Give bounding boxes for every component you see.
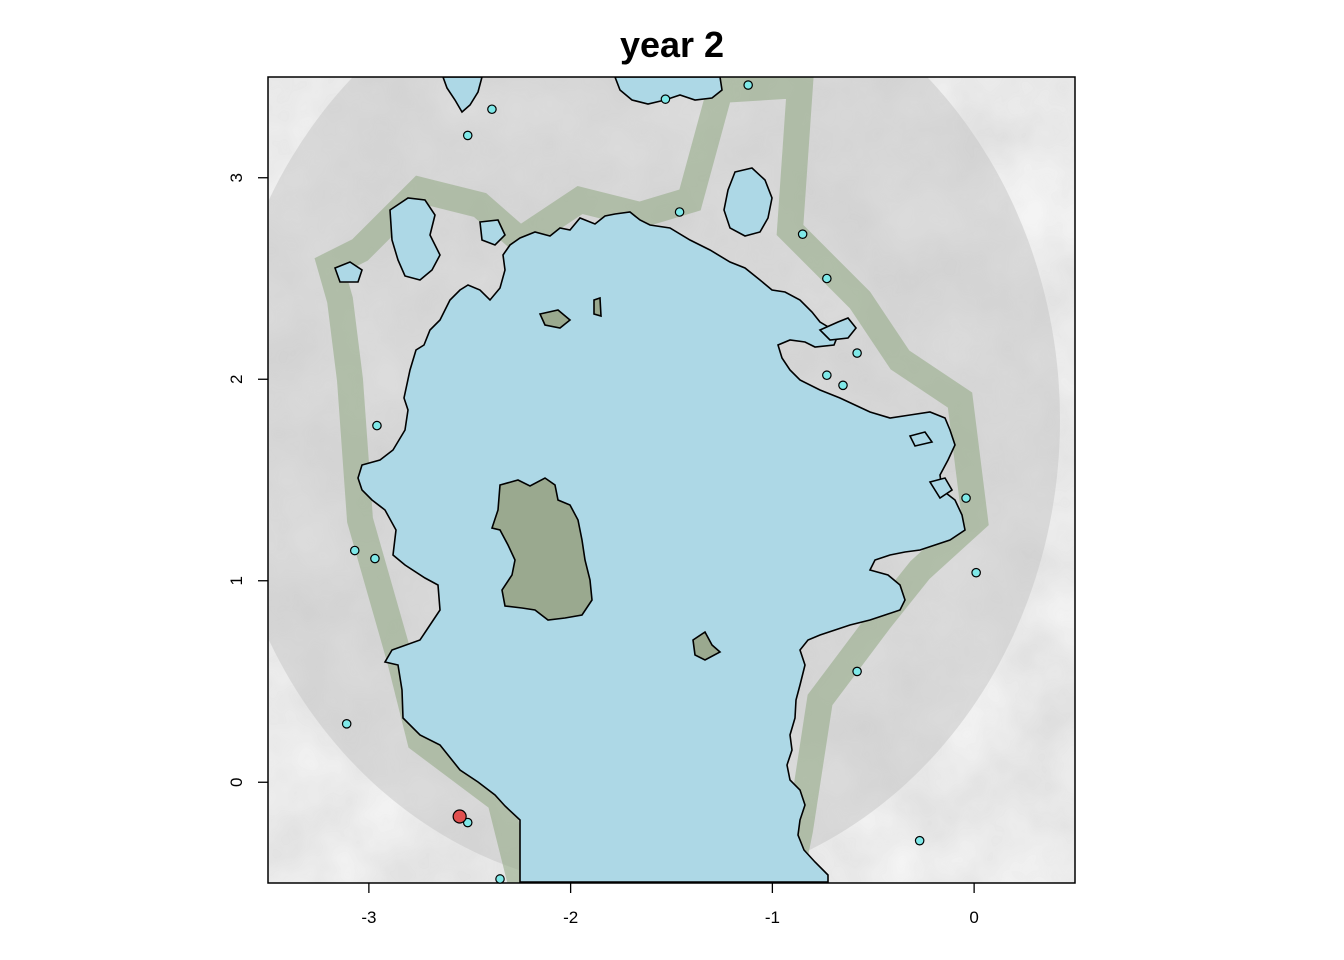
y-tick-label: 2 — [227, 375, 246, 384]
lake-top-center — [614, 77, 723, 105]
small-island-1 — [692, 630, 722, 661]
cyan-point — [971, 567, 981, 578]
y-axis: 0 1 2 3 — [227, 173, 268, 787]
cyan-point — [372, 420, 382, 431]
x-tick-label: -3 — [361, 908, 376, 927]
cyan-point — [852, 348, 862, 358]
central-island — [490, 296, 722, 661]
points-layer — [341, 80, 981, 884]
lake-upper-left — [389, 197, 441, 281]
lake-small-1 — [479, 219, 506, 246]
lake-top-left — [442, 77, 483, 114]
y-tick-label: 0 — [227, 778, 246, 787]
small-island-3 — [593, 296, 602, 318]
cyan-point — [462, 130, 473, 141]
x-tick-label: 0 — [969, 908, 978, 927]
lake-small-4 — [928, 477, 954, 500]
cyan-point — [674, 207, 685, 217]
small-island-2 — [538, 309, 572, 329]
cyan-point — [852, 666, 862, 677]
lake-upper-right — [723, 167, 773, 237]
cyan-point — [838, 380, 848, 391]
cyan-point — [495, 874, 505, 884]
cyan-point — [822, 370, 832, 381]
cyan-point — [349, 545, 360, 556]
x-axis: -3 -2 -1 0 — [361, 883, 979, 927]
cyan-point — [462, 817, 473, 828]
lake-small-5 — [908, 431, 934, 447]
lake-small-3 — [818, 317, 858, 341]
y-tick-label: 1 — [227, 576, 246, 585]
cyan-point — [370, 553, 380, 564]
red-point — [452, 809, 467, 824]
raster-layer — [268, 77, 1075, 883]
lake-small-2 — [333, 261, 363, 283]
y-tick-label: 3 — [227, 173, 246, 182]
x-tick-label: -1 — [765, 908, 780, 927]
cyan-point — [743, 80, 753, 90]
cyan-point — [797, 229, 808, 239]
x-tick-label: -2 — [563, 908, 578, 927]
cyan-point — [914, 835, 925, 846]
cyan-point — [487, 104, 497, 115]
cyan-point — [822, 273, 832, 284]
plot-frame — [267, 76, 1076, 884]
cyan-point — [961, 493, 971, 503]
cyan-point — [341, 719, 352, 729]
upper-lakes — [333, 77, 954, 500]
cyan-point — [660, 94, 671, 104]
water-region — [357, 211, 966, 883]
chart-title: year 2 — [620, 24, 724, 65]
